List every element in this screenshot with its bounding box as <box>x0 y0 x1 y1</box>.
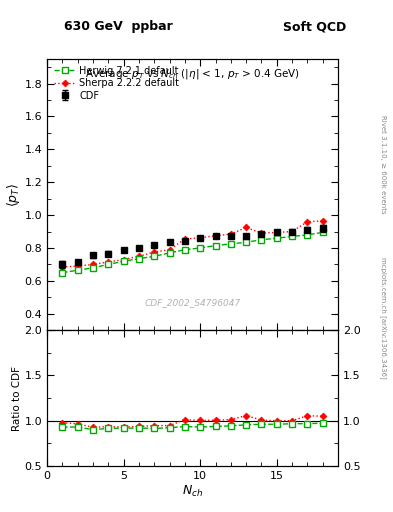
Sherpa 2.2.2 default <box>274 229 279 236</box>
Herwig 7.2.1 default <box>183 247 187 253</box>
Sherpa 2.2.2 default <box>198 234 202 241</box>
Sherpa 2.2.2 default <box>213 232 218 239</box>
Herwig 7.2.1 default <box>274 235 279 241</box>
Sherpa 2.2.2 default <box>91 262 95 268</box>
Herwig 7.2.1 default <box>228 241 233 247</box>
Herwig 7.2.1 default <box>244 239 248 245</box>
Herwig 7.2.1 default <box>198 245 202 251</box>
Line: Herwig 7.2.1 default: Herwig 7.2.1 default <box>59 229 326 276</box>
Sherpa 2.2.2 default <box>305 219 310 225</box>
Sherpa 2.2.2 default <box>106 259 111 265</box>
Y-axis label: $\langle p_T \rangle$: $\langle p_T \rangle$ <box>5 182 22 207</box>
Sherpa 2.2.2 default <box>121 257 126 263</box>
Text: Average $p_T$ vs $N_{ch}$ ($|\eta|$ < 1, $p_T$ > 0.4 GeV): Average $p_T$ vs $N_{ch}$ ($|\eta|$ < 1,… <box>85 67 300 81</box>
Text: Rivet 3.1.10, ≥ 600k events: Rivet 3.1.10, ≥ 600k events <box>380 115 386 213</box>
Sherpa 2.2.2 default <box>320 218 325 224</box>
Herwig 7.2.1 default <box>60 270 65 276</box>
Herwig 7.2.1 default <box>75 267 80 273</box>
Line: Sherpa 2.2.2 default: Sherpa 2.2.2 default <box>60 219 325 269</box>
Sherpa 2.2.2 default <box>290 228 294 234</box>
Sherpa 2.2.2 default <box>183 236 187 242</box>
Text: mcplots.cern.ch [arXiv:1306.3436]: mcplots.cern.ch [arXiv:1306.3436] <box>380 257 387 378</box>
Sherpa 2.2.2 default <box>244 224 248 230</box>
Herwig 7.2.1 default <box>213 243 218 249</box>
Sherpa 2.2.2 default <box>259 230 264 236</box>
Sherpa 2.2.2 default <box>75 263 80 269</box>
Y-axis label: Ratio to CDF: Ratio to CDF <box>12 366 22 431</box>
Legend: Herwig 7.2.1 default, Sherpa 2.2.2 default, CDF: Herwig 7.2.1 default, Sherpa 2.2.2 defau… <box>52 63 181 102</box>
Herwig 7.2.1 default <box>259 237 264 243</box>
Sherpa 2.2.2 default <box>228 231 233 237</box>
Herwig 7.2.1 default <box>167 250 172 256</box>
Sherpa 2.2.2 default <box>60 264 65 270</box>
Herwig 7.2.1 default <box>106 262 111 268</box>
X-axis label: $N_{ch}$: $N_{ch}$ <box>182 483 203 499</box>
Herwig 7.2.1 default <box>320 229 325 236</box>
Herwig 7.2.1 default <box>121 258 126 264</box>
Text: CDF_2002_S4796047: CDF_2002_S4796047 <box>145 298 241 308</box>
Sherpa 2.2.2 default <box>152 249 157 255</box>
Herwig 7.2.1 default <box>152 253 157 259</box>
Herwig 7.2.1 default <box>305 232 310 238</box>
Sherpa 2.2.2 default <box>137 253 141 259</box>
Text: 630 GeV  ppbar: 630 GeV ppbar <box>64 20 172 33</box>
Herwig 7.2.1 default <box>91 265 95 271</box>
Herwig 7.2.1 default <box>290 233 294 240</box>
Text: Soft QCD: Soft QCD <box>283 20 346 33</box>
Sherpa 2.2.2 default <box>167 247 172 253</box>
Herwig 7.2.1 default <box>137 255 141 262</box>
